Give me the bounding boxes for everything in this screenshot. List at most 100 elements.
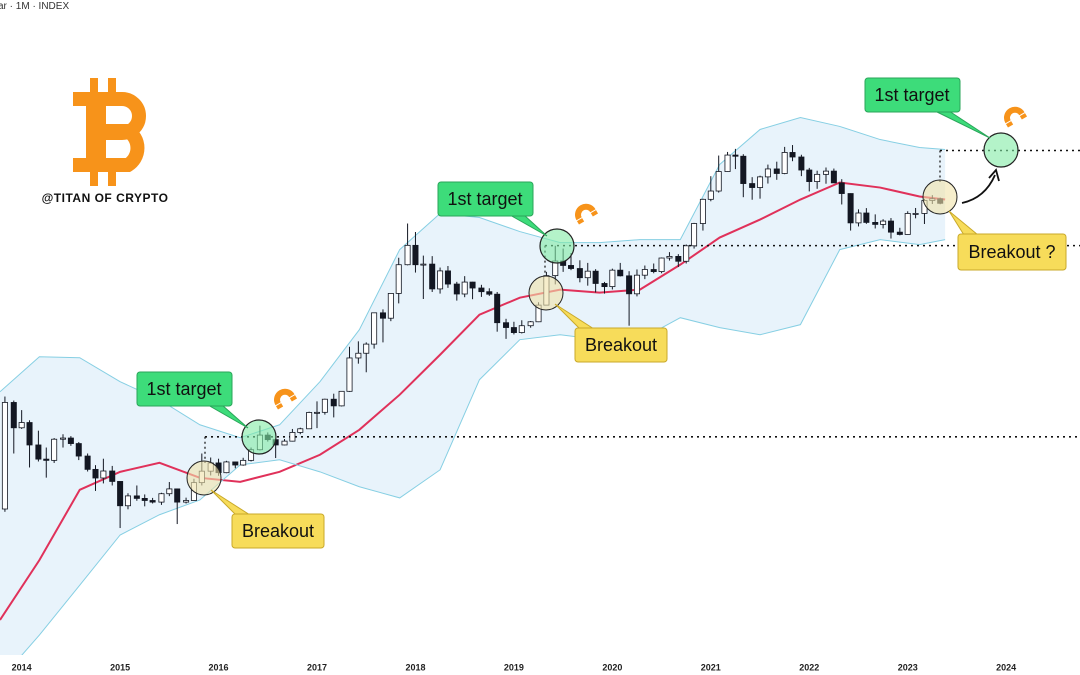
candle-body [26, 422, 33, 446]
candle-body [75, 443, 82, 457]
candle-body [166, 488, 173, 495]
candle-body [133, 495, 140, 499]
candle-body [626, 275, 633, 295]
breakout-label: Breakout [585, 335, 657, 355]
magnet-icon [274, 388, 298, 410]
candle-body [437, 270, 444, 290]
candle-body [510, 327, 517, 333]
candle-body [724, 154, 731, 172]
candle-body [461, 281, 468, 295]
annotations: 1st target 1st target 1st target Breakou… [136, 77, 1067, 549]
x-tick-label: 2018 [405, 662, 425, 672]
candle-body [609, 269, 616, 288]
candle-body [314, 411, 321, 414]
candle-body [453, 283, 460, 295]
x-tick-label: 2020 [602, 662, 622, 672]
candle-body [740, 155, 747, 184]
breakout-circle [922, 179, 958, 215]
candle-body [306, 412, 313, 430]
band-line [0, 181, 946, 621]
candle-body [576, 268, 583, 279]
magnet-icon [575, 203, 599, 225]
candle-body [732, 154, 739, 157]
target-circle [539, 228, 575, 264]
candle-body [601, 283, 608, 288]
candle-body [92, 468, 99, 479]
candle-body [847, 193, 854, 224]
candle-body [10, 402, 17, 429]
candle-body [346, 357, 353, 392]
x-tick-label: 2024 [996, 662, 1016, 672]
candle-body [363, 343, 370, 354]
candle-body [281, 440, 288, 446]
candle-body [789, 152, 796, 158]
target-label: 1st target [146, 379, 221, 399]
candle-body [371, 312, 378, 345]
candle-body [141, 498, 148, 501]
breakout-callout: Breakout ? [948, 210, 1067, 271]
candle-body [469, 281, 476, 289]
candle-body [633, 274, 640, 295]
candle-body [183, 500, 190, 503]
candle-body [395, 264, 402, 294]
band-fill [0, 117, 946, 655]
candle-body [683, 245, 690, 262]
candle-body [51, 438, 58, 461]
candle-body [494, 293, 501, 324]
bitcoin-logo [73, 78, 146, 186]
candle-body [749, 183, 756, 188]
breakout-label: Breakout [242, 521, 314, 541]
candle-body [420, 263, 427, 266]
target-label: 1st target [874, 85, 949, 105]
x-tick-label: 2021 [701, 662, 721, 672]
magnet-icon [1004, 106, 1028, 128]
candle-body [174, 488, 181, 503]
plot-area [0, 116, 1080, 655]
candle-body [527, 321, 534, 327]
candle-body [757, 176, 764, 188]
candle-body [330, 398, 337, 407]
candle-body [675, 255, 682, 262]
candle-body [896, 231, 903, 235]
candle-body [764, 168, 771, 178]
candle-body [240, 459, 247, 466]
candle-body [838, 182, 845, 194]
candle-body [338, 390, 345, 407]
x-tick-label: 2015 [110, 662, 130, 672]
arrow-head [988, 168, 1000, 182]
candle-body [429, 263, 436, 290]
band-line [21, 239, 946, 655]
candle-body [707, 190, 714, 200]
candle-body [412, 244, 419, 266]
candle-body [486, 291, 493, 295]
candle-body [650, 269, 657, 272]
breakout-circle [186, 460, 222, 496]
candle-body [904, 213, 911, 235]
candle-body [18, 422, 25, 429]
candle-body [1, 402, 8, 510]
breakout-circle [528, 275, 564, 311]
candle-body [321, 398, 328, 413]
breakout-label: Breakout ? [968, 242, 1055, 262]
candle-body [289, 432, 296, 442]
candle-body [503, 322, 510, 328]
candle-body [666, 255, 673, 259]
candle-body [887, 220, 894, 233]
target-callout: 1st target [437, 181, 548, 237]
candle-body [715, 171, 722, 192]
candle-body [379, 312, 386, 319]
candle-body [444, 270, 451, 285]
candle-body [641, 269, 648, 276]
candle-body [117, 481, 124, 507]
target-circle [241, 419, 277, 455]
candle-body [387, 293, 394, 319]
x-tick-label: 2014 [12, 662, 32, 672]
breakout-callout: Breakout [210, 489, 325, 549]
candle-body [773, 168, 780, 174]
target-label: 1st target [447, 189, 522, 209]
candle-body [863, 212, 870, 223]
candle-body [223, 461, 230, 474]
x-tick-label: 2017 [307, 662, 327, 672]
